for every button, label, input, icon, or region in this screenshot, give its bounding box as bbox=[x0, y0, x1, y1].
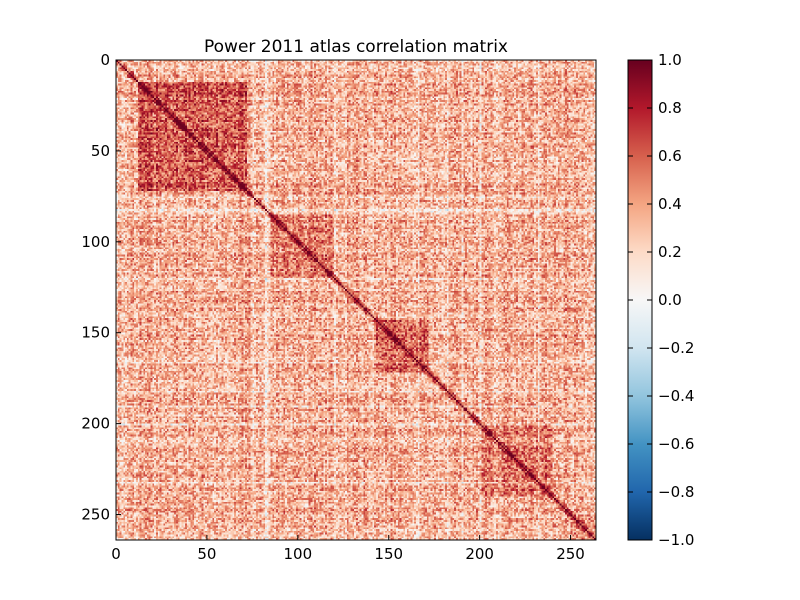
colorbar-tick-label: 1.0 bbox=[658, 51, 682, 69]
colorbar-tick-label: 0.8 bbox=[658, 99, 682, 117]
y-tick-label: 200 bbox=[81, 415, 110, 433]
colorbar-tick-label: 0.6 bbox=[658, 147, 682, 165]
heatmap-frame bbox=[115, 59, 597, 541]
x-tick-label: 200 bbox=[465, 545, 494, 563]
x-tick-label: 0 bbox=[111, 545, 121, 563]
y-tick-label: 50 bbox=[91, 142, 110, 160]
y-tick-label: 150 bbox=[81, 324, 110, 342]
heatmap-plot-area: 0 50 100 150 200 250 0 50 100 150 200 250 bbox=[81, 51, 597, 563]
colorbar-ticks: 1.0 0.8 0.6 0.4 0.2 0.0 −0.2 −0.4 −0.6 −0.8 −1.0 bbox=[628, 51, 694, 549]
x-tick-label: 250 bbox=[556, 545, 585, 563]
y-tick-label: 0 bbox=[100, 51, 110, 69]
x-tick-label: 50 bbox=[197, 545, 216, 563]
x-tick-label: 150 bbox=[374, 545, 403, 563]
x-tick-label: 100 bbox=[283, 545, 312, 563]
colorbar-tick-label: 0.0 bbox=[658, 291, 682, 309]
y-axis: 0 50 100 150 200 250 bbox=[81, 51, 121, 524]
colorbar-tick-label: −0.4 bbox=[658, 387, 694, 405]
colorbar: 1.0 0.8 0.6 0.4 0.2 0.0 −0.2 −0.4 −0.6 −0.8 −1.0 bbox=[627, 51, 694, 549]
colorbar-tick-label: −0.6 bbox=[658, 435, 694, 453]
colorbar-tick-label: 0.2 bbox=[658, 243, 682, 261]
y-tick-label: 250 bbox=[81, 506, 110, 524]
y-tick-label: 100 bbox=[81, 233, 110, 251]
colorbar-tick-label: 0.4 bbox=[658, 195, 682, 213]
heatmap-cells bbox=[116, 60, 596, 540]
x-axis: 0 50 100 150 200 250 bbox=[111, 535, 585, 563]
chart-title: Power 2011 atlas correlation matrix bbox=[204, 37, 508, 57]
colorbar-tick-label: −1.0 bbox=[658, 531, 694, 549]
colorbar-tick-label: −0.2 bbox=[658, 339, 694, 357]
colorbar-tick-label: −0.8 bbox=[658, 483, 694, 501]
